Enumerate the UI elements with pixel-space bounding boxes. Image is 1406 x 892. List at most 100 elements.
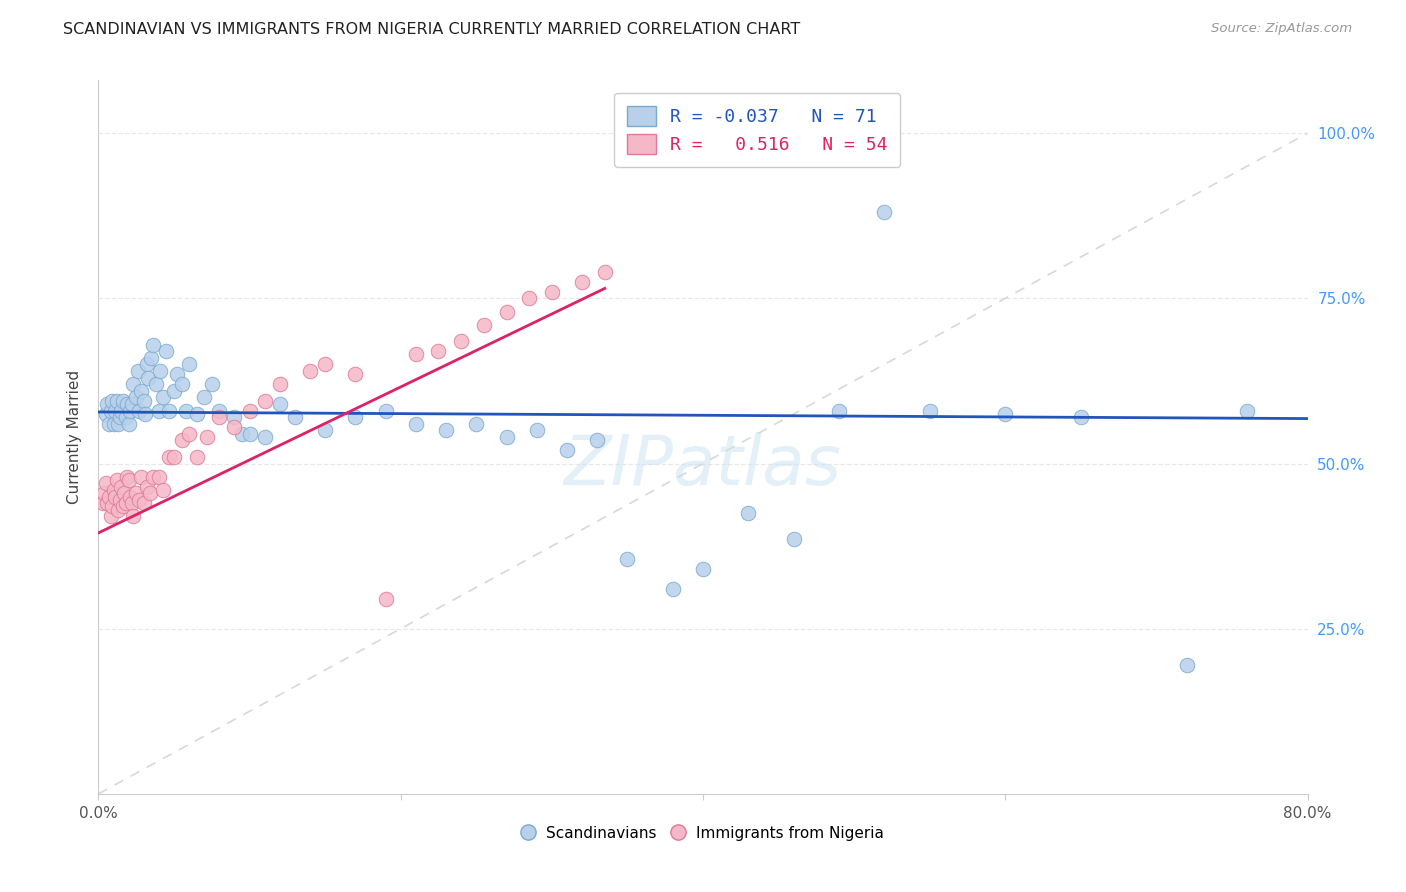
Point [163,450,186,464]
Point [186,407,208,421]
Point [136,370,159,384]
Point [132,496,155,510]
Point [374,403,396,417]
Point [112,486,135,500]
Point [783,533,806,547]
Point [110,403,132,417]
Point [93,486,115,500]
Point [405,417,427,431]
Point [571,275,593,289]
Point [253,430,276,444]
Point [994,407,1017,421]
Point [120,403,142,417]
Point [96,397,118,411]
Point [110,480,132,494]
Point [224,420,246,434]
Point [115,469,138,483]
Point [616,552,638,566]
Point [104,490,127,504]
Point [208,403,231,417]
Point [495,304,517,318]
Point [91,496,114,510]
Point [101,500,124,514]
Point [828,403,851,417]
Point [239,426,262,441]
Point [142,337,165,351]
Point [517,291,540,305]
Text: SCANDINAVIAN VS IMMIGRANTS FROM NIGERIA CURRENTLY MARRIED CORRELATION CHART: SCANDINAVIAN VS IMMIGRANTS FROM NIGERIA … [63,22,800,37]
Point [195,430,218,444]
Point [1236,403,1258,417]
Point [253,393,276,408]
Point [101,393,124,408]
Point [98,417,121,431]
Point [405,347,427,361]
Point [555,443,578,458]
Point [122,509,145,524]
Point [122,377,145,392]
Point [208,410,231,425]
Point [120,490,142,504]
Point [148,469,170,483]
Point [427,344,450,359]
Point [593,265,616,279]
Point [174,403,197,417]
Point [314,424,336,438]
Point [128,492,150,507]
Point [465,417,488,431]
Point [284,410,307,425]
Point [159,450,181,464]
Point [873,205,896,219]
Point [224,410,246,425]
Point [125,486,148,500]
Point [107,502,129,516]
Point [269,397,291,411]
Point [108,492,131,507]
Point [98,490,121,504]
Point [118,473,141,487]
Point [135,358,157,372]
Point [103,483,125,497]
Point [193,391,215,405]
Point [111,393,134,408]
Point [586,434,609,448]
Point [152,483,174,497]
Point [434,424,457,438]
Point [111,500,134,514]
Point [201,377,224,392]
Point [170,377,193,392]
Point [344,410,367,425]
Point [472,318,495,332]
Point [103,417,125,431]
Point [152,391,174,405]
Point [135,480,157,494]
Point [344,368,367,382]
Point [105,473,128,487]
Point [100,403,122,417]
Legend: Scandinavians, Immigrants from Nigeria: Scandinavians, Immigrants from Nigeria [516,820,890,847]
Point [148,403,170,417]
Point [179,426,201,441]
Point [166,368,188,382]
Point [540,285,562,299]
Point [94,407,117,421]
Point [737,506,759,520]
Point [129,469,152,483]
Point [450,334,472,349]
Point [121,496,143,510]
Point [100,509,122,524]
Point [134,407,156,421]
Point [104,403,127,417]
Point [186,450,208,464]
Point [299,364,322,378]
Point [108,410,131,425]
Point [105,393,128,408]
Point [374,591,396,606]
Point [132,393,155,408]
Point [170,434,193,448]
Point [114,410,136,425]
Point [231,426,253,441]
Point [526,424,548,438]
Y-axis label: Currently Married: Currently Married [67,370,83,504]
Point [918,403,941,417]
